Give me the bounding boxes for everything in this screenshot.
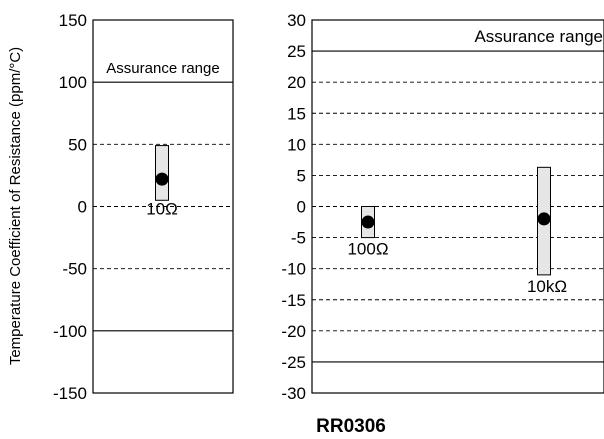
y-tick-label: 25 [287, 42, 306, 61]
y-tick-label: -15 [281, 291, 306, 310]
y-tick-label: 5 [297, 166, 306, 185]
y-tick-label: 30 [287, 11, 306, 30]
mean-marker [537, 212, 551, 226]
y-tick-label: -100 [53, 322, 87, 341]
y-tick-label: -25 [281, 353, 306, 372]
right-panel: 30 25 20 15 10 5 0 -5 -10 -15 -20 -25 -30 Assurance r… [281, 11, 604, 403]
y-tick-label: 15 [287, 104, 306, 123]
y-tick-label: -30 [281, 384, 306, 403]
y-tick-label: 0 [78, 198, 87, 217]
mean-marker [361, 215, 375, 229]
series-label: 100Ω [347, 240, 388, 259]
y-axis-label: Temperature Coefficient of Resistance (p… [7, 47, 24, 365]
y-tick-label: 50 [68, 135, 87, 154]
series-label: 10kΩ [527, 277, 567, 296]
mean-marker [155, 172, 169, 186]
y-tick-label: -150 [53, 384, 87, 403]
plot-frame [311, 19, 604, 394]
figure-caption: RR0306 [316, 416, 386, 437]
y-tick-label: 10 [287, 135, 306, 154]
y-tick-label: 150 [59, 11, 87, 30]
y-tick-label: -20 [281, 322, 306, 341]
y-tick-label: -10 [281, 260, 306, 279]
assurance-range-label: Assurance range [474, 27, 603, 46]
y-tick-label: -5 [291, 229, 306, 248]
assurance-range-label: Assurance range [106, 60, 219, 77]
y-tick-label: 0 [297, 198, 306, 217]
left-panel: 150 100 50 0 -50 -100 -150 Assurance range 10Ω [53, 11, 234, 403]
y-tick-label: 20 [287, 73, 306, 92]
y-tick-label: 100 [59, 73, 87, 92]
series-label: 10Ω [146, 199, 178, 218]
plot-frame [92, 19, 234, 394]
y-tick-label: -50 [62, 260, 87, 279]
